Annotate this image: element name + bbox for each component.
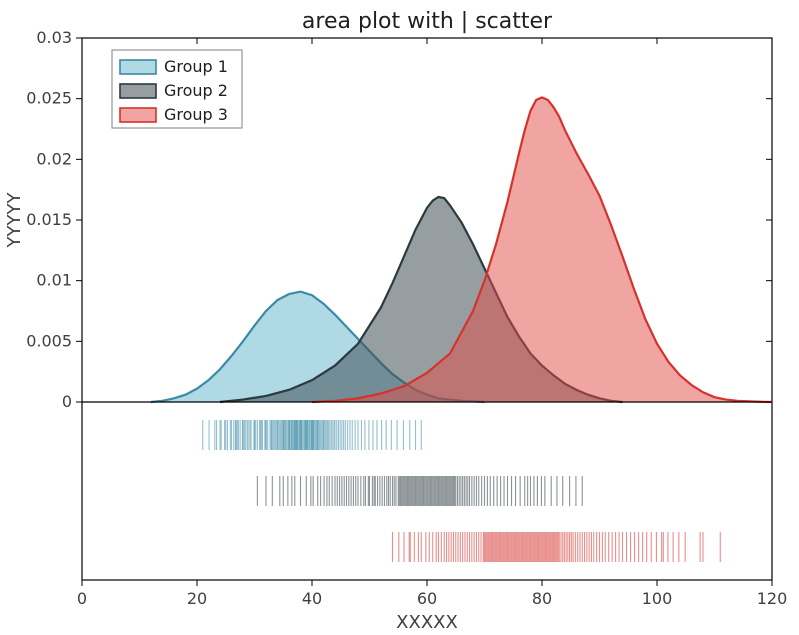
- rug-row-2: [257, 476, 582, 506]
- y-tick-label: 0.01: [36, 271, 72, 290]
- y-tick-label: 0.02: [36, 149, 72, 168]
- rug-row-3: [393, 532, 721, 562]
- legend-label-1: Group 1: [164, 57, 228, 76]
- y-axis-label: YYYYY: [4, 192, 25, 249]
- chart-title: area plot with | scatter: [302, 9, 553, 34]
- x-tick-label: 40: [302, 589, 322, 608]
- rug-row-1: [203, 420, 422, 450]
- legend-swatch-1: [120, 60, 156, 74]
- y-tick-label: 0.025: [26, 89, 72, 108]
- x-tick-label: 0: [77, 589, 87, 608]
- y-tick-label: 0.005: [26, 331, 72, 350]
- legend: Group 1 Group 2 Group 3: [112, 50, 242, 128]
- y-tick-label: 0.03: [36, 28, 72, 47]
- x-tick-label: 120: [757, 589, 788, 608]
- legend-swatch-3: [120, 108, 156, 122]
- density-rug-chart: 0 0.005 0.01 0.015 0.02 0.025 0.03 0 20 40 60 80 100…: [0, 0, 799, 635]
- x-tick-label: 80: [532, 589, 552, 608]
- legend-label-3: Group 3: [164, 105, 228, 124]
- legend-label-2: Group 2: [164, 81, 228, 100]
- legend-swatch-2: [120, 84, 156, 98]
- x-tick-label: 20: [187, 589, 207, 608]
- chart-svg: 0 0.005 0.01 0.015 0.02 0.025 0.03 0 20 40 60 80 100…: [0, 0, 799, 635]
- x-axis-label: XXXXX: [396, 612, 458, 633]
- y-tick-label: 0: [62, 392, 72, 411]
- y-tick-label: 0.015: [26, 210, 72, 229]
- x-tick-label: 100: [642, 589, 673, 608]
- x-tick-label: 60: [417, 589, 437, 608]
